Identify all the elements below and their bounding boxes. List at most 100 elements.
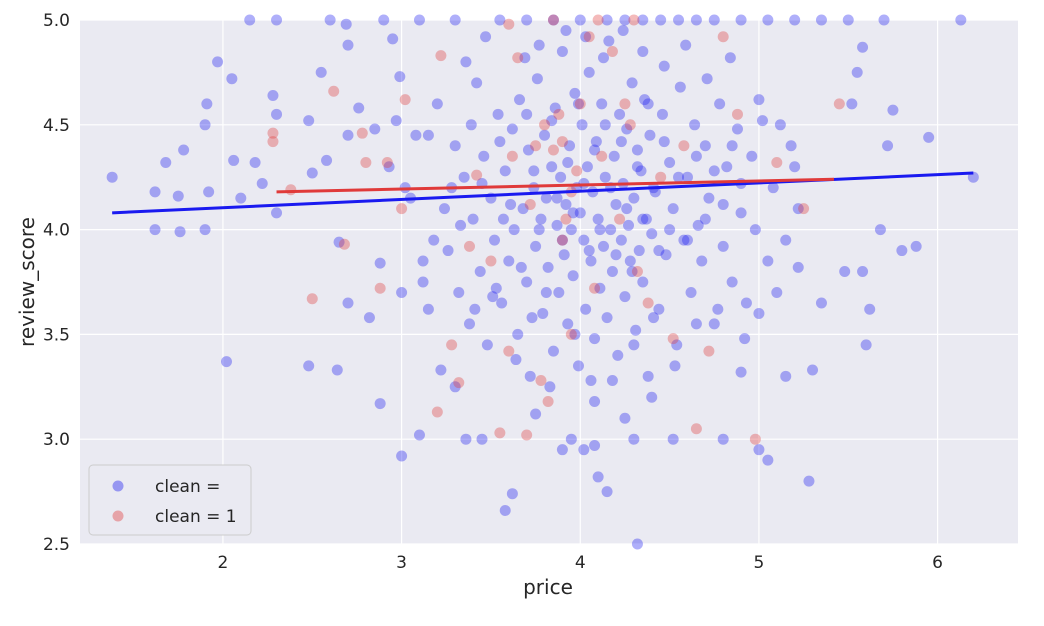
data-point-clean-0 — [578, 234, 590, 246]
data-point-clean-0 — [757, 115, 769, 127]
data-point-clean-0 — [846, 98, 858, 110]
data-point-clean-0 — [303, 115, 315, 127]
data-point-clean-1 — [553, 108, 565, 120]
data-point-clean-0 — [585, 375, 597, 387]
data-point-clean-0 — [465, 119, 477, 131]
data-point-clean-0 — [653, 303, 665, 315]
data-point-clean-1 — [628, 14, 640, 26]
data-point-clean-0 — [428, 234, 440, 246]
data-point-clean-0 — [699, 140, 711, 152]
data-point-clean-0 — [864, 303, 876, 315]
data-point-clean-0 — [556, 444, 568, 456]
data-point-clean-0 — [569, 87, 581, 99]
data-point-clean-0 — [449, 14, 461, 26]
legend-label-clean-1: clean = 1 — [155, 507, 237, 527]
data-point-clean-0 — [374, 257, 386, 269]
data-point-clean-0 — [460, 433, 472, 445]
data-point-clean-0 — [555, 171, 567, 183]
data-point-clean-0 — [515, 261, 527, 273]
data-point-clean-0 — [664, 224, 676, 236]
data-point-clean-0 — [203, 186, 215, 198]
data-point-clean-0 — [542, 261, 554, 273]
data-point-clean-0 — [717, 198, 729, 210]
data-point-clean-0 — [244, 14, 256, 26]
data-point-clean-1 — [267, 136, 279, 148]
data-point-clean-0 — [249, 157, 261, 169]
data-point-clean-0 — [630, 324, 642, 336]
data-point-clean-0 — [546, 161, 558, 173]
data-point-clean-1 — [542, 395, 554, 407]
data-point-clean-0 — [726, 276, 738, 288]
data-point-clean-0 — [522, 144, 534, 156]
data-point-clean-0 — [413, 14, 425, 26]
data-point-clean-0 — [547, 345, 559, 357]
data-point-clean-1 — [435, 50, 447, 62]
data-point-clean-0 — [608, 150, 620, 162]
data-point-clean-0 — [746, 150, 758, 162]
data-point-clean-0 — [331, 364, 343, 376]
data-point-clean-0 — [789, 14, 801, 26]
data-point-clean-0 — [490, 282, 502, 294]
data-point-clean-0 — [637, 45, 649, 57]
data-point-clean-0 — [739, 333, 751, 345]
data-point-clean-0 — [499, 504, 511, 516]
data-point-clean-0 — [342, 129, 354, 141]
data-point-clean-0 — [512, 328, 524, 340]
x-tick-label: 4 — [575, 553, 586, 573]
data-point-clean-1 — [565, 328, 577, 340]
data-point-clean-0 — [617, 24, 629, 36]
data-point-clean-0 — [857, 41, 869, 53]
data-point-clean-1 — [547, 144, 559, 156]
data-point-clean-0 — [637, 276, 649, 288]
data-point-clean-0 — [785, 140, 797, 152]
data-point-clean-0 — [678, 234, 690, 246]
data-point-clean-0 — [178, 144, 190, 156]
data-point-clean-0 — [567, 270, 579, 282]
data-point-clean-0 — [497, 213, 509, 225]
x-axis-label: price — [523, 575, 573, 599]
data-point-clean-0 — [369, 123, 381, 135]
data-point-clean-0 — [623, 219, 635, 231]
data-point-clean-0 — [842, 14, 854, 26]
data-point-clean-0 — [519, 52, 531, 64]
data-point-clean-0 — [619, 14, 631, 26]
data-point-clean-0 — [642, 370, 654, 382]
data-point-clean-0 — [271, 207, 283, 219]
data-point-clean-0 — [455, 219, 467, 231]
data-point-clean-0 — [789, 161, 801, 173]
data-point-clean-0 — [767, 182, 779, 194]
data-point-clean-1 — [453, 377, 465, 389]
data-point-clean-0 — [703, 192, 715, 204]
data-point-clean-0 — [612, 349, 624, 361]
data-point-clean-0 — [580, 303, 592, 315]
data-point-clean-0 — [644, 129, 656, 141]
data-point-clean-0 — [689, 119, 701, 131]
data-point-clean-0 — [505, 198, 517, 210]
data-point-clean-0 — [589, 395, 601, 407]
data-point-clean-0 — [585, 255, 597, 267]
data-point-clean-0 — [510, 354, 522, 366]
data-point-clean-0 — [422, 303, 434, 315]
data-point-clean-0 — [387, 33, 399, 45]
data-point-clean-0 — [474, 266, 486, 278]
data-point-clean-0 — [471, 77, 483, 89]
data-point-clean-0 — [567, 207, 579, 219]
data-point-clean-1 — [506, 150, 518, 162]
data-point-clean-0 — [696, 255, 708, 267]
data-point-clean-0 — [601, 312, 613, 324]
legend-marker-clean-1 — [112, 510, 124, 522]
data-point-clean-0 — [581, 161, 593, 173]
data-point-clean-1 — [539, 119, 551, 131]
data-point-clean-0 — [453, 286, 465, 298]
legend-box — [88, 464, 252, 536]
data-point-clean-0 — [610, 198, 622, 210]
data-point-clean-0 — [590, 136, 602, 148]
data-point-clean-0 — [449, 140, 461, 152]
data-point-clean-0 — [923, 131, 935, 143]
data-point-clean-0 — [726, 140, 738, 152]
y-tick-label: 5.0 — [43, 11, 70, 31]
data-point-clean-0 — [560, 24, 572, 36]
data-point-clean-1 — [503, 18, 515, 30]
data-point-clean-0 — [562, 318, 574, 330]
data-point-clean-0 — [201, 98, 213, 110]
